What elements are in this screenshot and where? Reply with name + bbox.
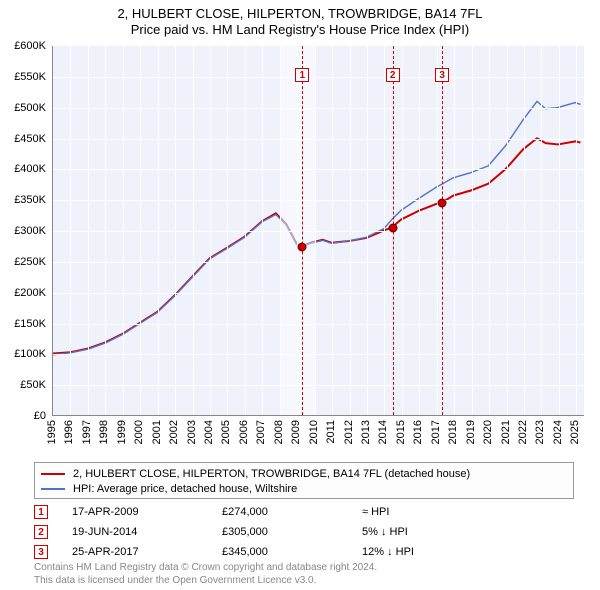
y-tick-label: £250K [14, 256, 46, 268]
series-price_paid [53, 138, 581, 353]
sale-point-price: £305,000 [222, 526, 362, 538]
y-tick-label: £400K [14, 163, 46, 175]
legend-label: 2, HULBERT CLOSE, HILPERTON, TROWBRIDGE,… [73, 468, 470, 480]
sale-marker-dot [298, 243, 307, 252]
sale-point-badge: 1 [34, 505, 48, 519]
sale-point-rel-hpi: ≈ HPI [362, 506, 574, 518]
sale-point-rel-hpi: 5% ↓ HPI [362, 526, 574, 538]
sale-points-table: 1 17-APR-2009£274,000≈ HPI 2 19-JUN-2014£30… [34, 502, 574, 562]
y-tick-label: £200K [14, 287, 46, 299]
sale-point-date: 17-APR-2009 [72, 506, 222, 518]
x-tick-label: 2003 [186, 420, 198, 444]
x-axis-labels: 1995199619971998199920002001200220032004… [52, 420, 584, 468]
legend-swatch [41, 473, 65, 475]
y-tick-label: £550K [14, 71, 46, 83]
chart-plot-area: 1 2 3 [52, 46, 584, 416]
sale-marker-badge: 3 [435, 68, 449, 82]
x-tick-label: 2015 [395, 420, 407, 444]
x-tick-label: 2011 [325, 420, 337, 444]
x-tick-label: 2024 [552, 420, 564, 444]
sale-marker-dot [388, 223, 397, 232]
y-tick-label: £50K [20, 379, 46, 391]
recession-shade [280, 46, 315, 415]
y-axis-labels: £0£50K£100K£150K£200K£250K£300K£350K£400… [0, 46, 50, 416]
legend-label: HPI: Average price, detached house, Wilt… [73, 483, 297, 495]
y-tick-label: £350K [14, 194, 46, 206]
footer-line1: Contains HM Land Registry data © Crown c… [34, 562, 377, 575]
x-tick-label: 1998 [98, 420, 110, 444]
x-tick-label: 2016 [412, 420, 424, 444]
x-tick-label: 2007 [255, 420, 267, 444]
x-tick-label: 2005 [220, 420, 232, 444]
footer-line2: This data is licensed under the Open Gov… [34, 575, 377, 588]
sale-point-date: 25-APR-2017 [72, 546, 222, 558]
x-tick-label: 2002 [168, 420, 180, 444]
x-tick-label: 2004 [203, 420, 215, 444]
legend-item: HPI: Average price, detached house, Wilt… [41, 481, 567, 496]
x-tick-label: 2017 [430, 420, 442, 444]
x-tick-label: 2014 [377, 420, 389, 444]
sale-point-badge: 3 [34, 545, 48, 559]
y-tick-label: £500K [14, 102, 46, 114]
x-tick-label: 2023 [534, 420, 546, 444]
x-tick-label: 2019 [465, 420, 477, 444]
attribution-footer: Contains HM Land Registry data © Crown c… [34, 562, 377, 587]
legend-item: 2, HULBERT CLOSE, HILPERTON, TROWBRIDGE,… [41, 466, 567, 481]
sale-marker-line [302, 46, 303, 415]
x-tick-label: 2010 [308, 420, 320, 444]
x-tick-label: 2021 [500, 420, 512, 444]
x-tick-label: 2001 [151, 420, 163, 444]
sale-point-row: 2 19-JUN-2014£305,0005% ↓ HPI [34, 522, 574, 542]
x-tick-label: 2020 [482, 420, 494, 444]
x-tick-label: 2009 [290, 420, 302, 444]
y-tick-label: £300K [14, 225, 46, 237]
y-tick-label: £150K [14, 318, 46, 330]
x-tick-label: 2008 [273, 420, 285, 444]
sale-marker-badge: 2 [386, 68, 400, 82]
sale-marker-dot [438, 199, 447, 208]
x-tick-label: 2013 [360, 420, 372, 444]
x-tick-label: 1997 [81, 420, 93, 444]
x-tick-label: 2000 [133, 420, 145, 444]
sale-marker-badge: 1 [295, 68, 309, 82]
x-tick-label: 2006 [238, 420, 250, 444]
y-tick-label: £0 [34, 410, 46, 422]
sale-point-date: 19-JUN-2014 [72, 526, 222, 538]
sale-point-row: 3 25-APR-2017£345,00012% ↓ HPI [34, 542, 574, 562]
x-tick-label: 1995 [46, 420, 58, 444]
figure-container: { "title_line1": "2, HULBERT CLOSE, HILP… [0, 0, 600, 590]
chart-title-line1: 2, HULBERT CLOSE, HILPERTON, TROWBRIDGE,… [0, 0, 600, 22]
sale-marker-line [442, 46, 443, 415]
sale-point-badge: 2 [34, 525, 48, 539]
legend-box: 2, HULBERT CLOSE, HILPERTON, TROWBRIDGE,… [34, 462, 574, 499]
x-tick-label: 2018 [447, 420, 459, 444]
chart-title-line2: Price paid vs. HM Land Registry's House … [0, 22, 600, 37]
sale-point-row: 1 17-APR-2009£274,000≈ HPI [34, 502, 574, 522]
legend-swatch [41, 488, 65, 490]
x-tick-label: 2012 [343, 420, 355, 444]
sale-point-price: £345,000 [222, 546, 362, 558]
x-tick-label: 2025 [569, 420, 581, 444]
y-tick-label: £100K [14, 348, 46, 360]
x-tick-label: 1996 [63, 420, 75, 444]
sale-point-price: £274,000 [222, 506, 362, 518]
x-tick-label: 2022 [517, 420, 529, 444]
y-tick-label: £600K [14, 40, 46, 52]
x-tick-label: 1999 [116, 420, 128, 444]
sale-point-rel-hpi: 12% ↓ HPI [362, 546, 574, 558]
y-tick-label: £450K [14, 133, 46, 145]
